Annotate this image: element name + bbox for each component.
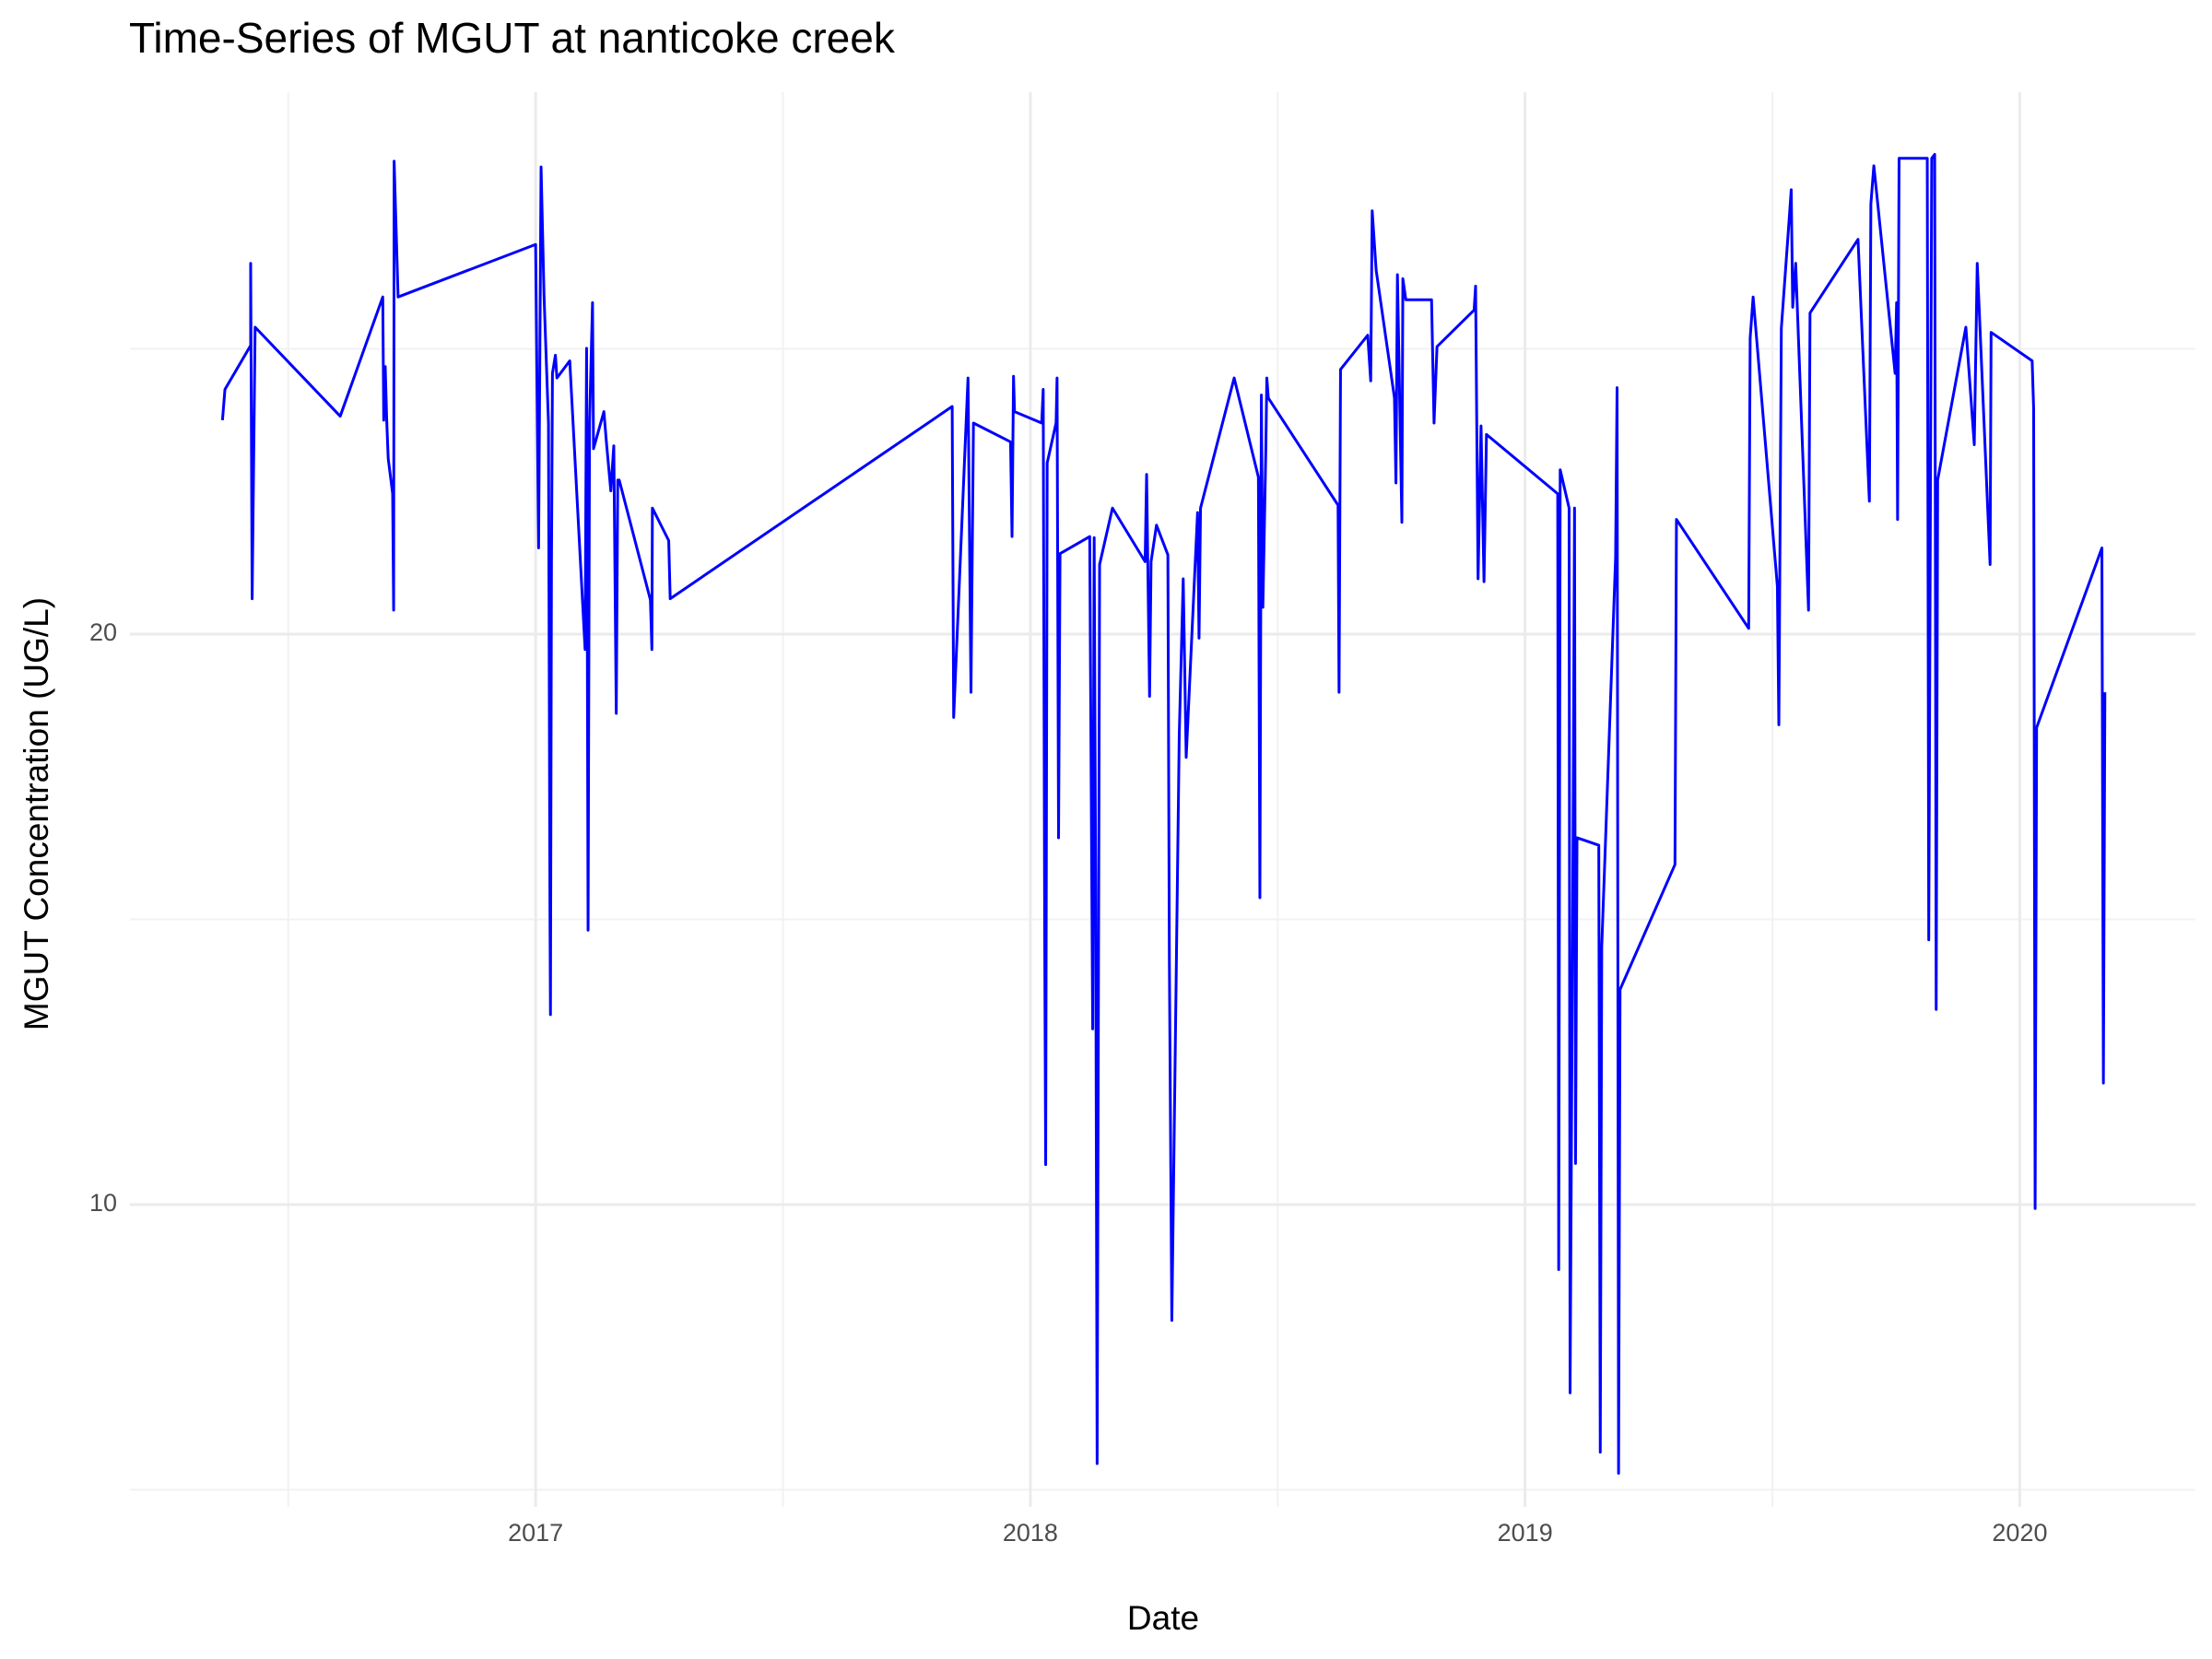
x-tick-label: 2017	[508, 1519, 563, 1547]
x-tick-label: 2020	[1992, 1519, 2047, 1547]
x-tick-label: 2019	[1498, 1519, 1553, 1547]
y-axis-title: MGUT Concentration (UG/L)	[18, 597, 55, 1030]
x-tick-label: 2018	[1003, 1519, 1058, 1547]
x-axis-title: Date	[1127, 1599, 1199, 1637]
chart-title: Time-Series of MGUT at nanticoke creek	[129, 14, 896, 62]
y-tick-label: 10	[89, 1189, 117, 1217]
y-tick-label: 20	[89, 618, 117, 646]
data-line	[220, 152, 2107, 1475]
